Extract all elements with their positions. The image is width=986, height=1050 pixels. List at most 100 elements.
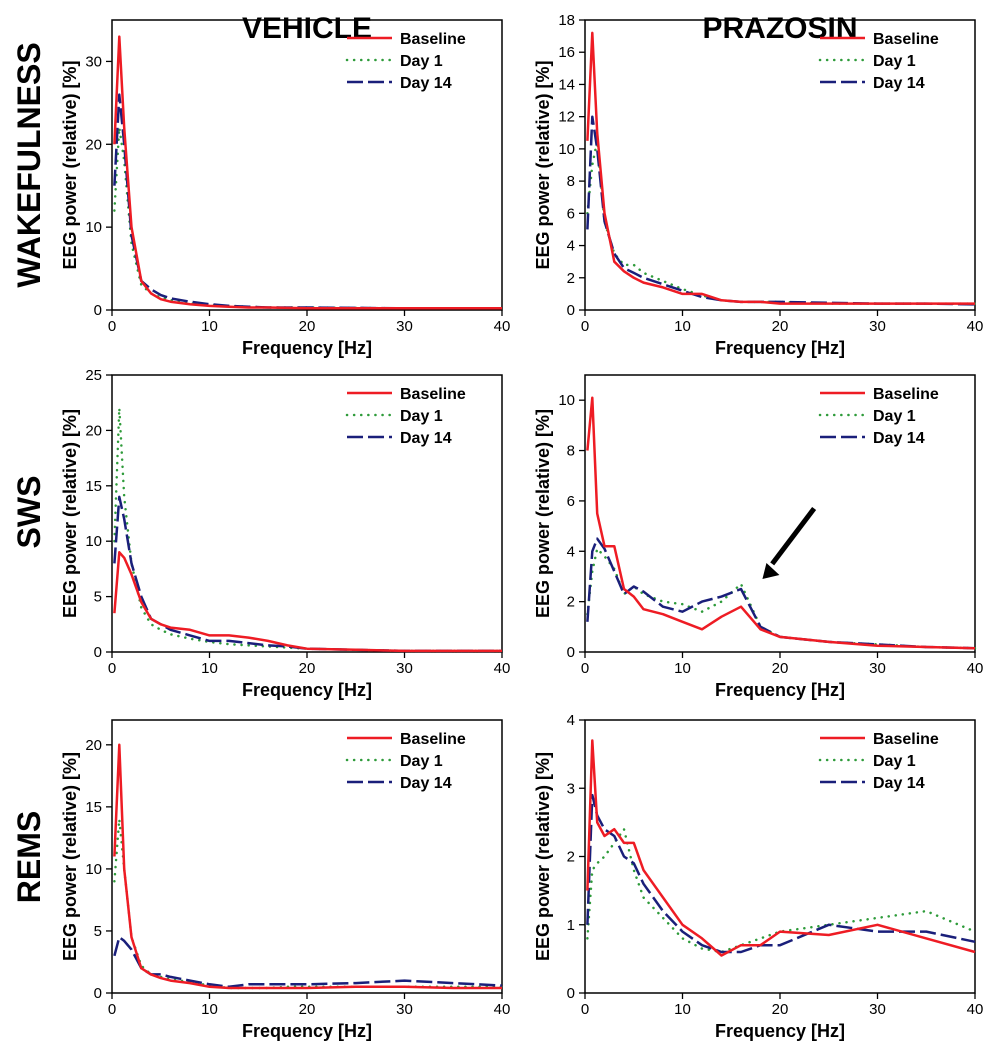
series-line-day-14 <box>586 115 976 306</box>
x-tick-label: 30 <box>869 1001 886 1018</box>
series-line-baseline <box>113 35 502 310</box>
x-tick-label: 10 <box>201 660 218 677</box>
y-tick-label: 6 <box>567 493 575 510</box>
y-tick-label: 2 <box>567 270 575 287</box>
y-tick-label: 0 <box>94 985 102 1002</box>
y-tick-label: 15 <box>85 799 102 816</box>
y-tick-label: 10 <box>558 141 575 158</box>
x-tick-label: 0 <box>581 1001 589 1018</box>
legend-label: Baseline <box>400 386 466 403</box>
legend-label: Day 1 <box>400 53 443 70</box>
y-axis-label: EEG power (relative) [%] <box>60 60 80 269</box>
x-axis-label: Frequency [Hz] <box>715 1021 845 1041</box>
plot-frame <box>584 19 976 311</box>
legend-label: Day 1 <box>400 753 443 770</box>
y-tick-label: 10 <box>85 219 102 236</box>
series-line-baseline <box>586 739 976 957</box>
series-line-day-1 <box>586 827 977 954</box>
x-tick-label: 40 <box>494 318 511 335</box>
y-tick-label: 8 <box>567 443 575 460</box>
legend-label: Baseline <box>873 386 939 403</box>
x-tick-label: 40 <box>494 1001 511 1018</box>
y-tick-label: 4 <box>567 238 575 255</box>
y-tick-label: 30 <box>85 53 102 70</box>
series-line-day-14 <box>586 793 976 954</box>
x-tick-label: 10 <box>201 318 218 335</box>
x-tick-label: 30 <box>869 318 886 335</box>
y-tick-label: 10 <box>85 861 102 878</box>
x-tick-label: 40 <box>967 660 984 677</box>
x-tick-label: 0 <box>108 318 116 335</box>
series-line-day-1 <box>113 126 504 310</box>
x-tick-label: 30 <box>396 660 413 677</box>
row-label-sws: SWS <box>11 476 47 549</box>
panel-1: 0 10 20 30 40 0 10 20 30 Frequency [Hz] EEG power … <box>60 19 511 358</box>
y-tick-label: 12 <box>558 109 575 126</box>
y-tick-label: 20 <box>85 422 102 439</box>
legend-label: Day 14 <box>873 430 925 447</box>
x-axis-label: Frequency [Hz] <box>715 338 845 358</box>
column-title-prazosin: PRAZOSIN <box>702 12 857 45</box>
legend-label: Day 1 <box>873 408 916 425</box>
y-axis-label: EEG power (relative) [%] <box>533 752 553 961</box>
series-line-day-1 <box>586 547 977 650</box>
series-line-baseline <box>586 396 976 650</box>
legend-label: Day 1 <box>873 753 916 770</box>
plot-frame <box>111 374 503 653</box>
y-tick-label: 1 <box>567 917 575 934</box>
y-tick-label: 4 <box>567 543 575 560</box>
x-tick-label: 20 <box>299 660 316 677</box>
y-tick-label: 5 <box>94 923 102 940</box>
y-tick-label: 0 <box>567 985 575 1002</box>
x-tick-label: 20 <box>299 318 316 335</box>
y-tick-label: 16 <box>558 44 575 61</box>
y-tick-label: 6 <box>567 205 575 222</box>
series-line-day-14 <box>113 93 502 310</box>
x-tick-label: 40 <box>494 660 511 677</box>
x-tick-label: 0 <box>581 318 589 335</box>
y-tick-label: 15 <box>85 478 102 495</box>
panel-5: 0 10 20 30 40 0 5 10 15 20 Frequency [Hz] EEG power… <box>60 719 511 1041</box>
x-tick-label: 30 <box>396 1001 413 1018</box>
panel-3: 0 10 20 30 40 0 5 10 15 20 25 Frequency [Hz] EEG pow… <box>60 367 510 700</box>
y-tick-label: 0 <box>94 644 102 661</box>
row-label-rems: REMS <box>11 811 47 903</box>
annotation-arrow-head <box>762 562 780 579</box>
y-axis-label: EEG power (relative) [%] <box>60 752 80 961</box>
y-tick-label: 10 <box>85 533 102 550</box>
x-tick-label: 10 <box>674 660 691 677</box>
x-tick-label: 30 <box>396 318 413 335</box>
x-tick-label: 20 <box>772 318 789 335</box>
x-tick-label: 20 <box>299 1001 316 1018</box>
plot-frame <box>111 19 503 311</box>
y-axis-label: EEG power (relative) [%] <box>533 60 553 269</box>
y-tick-label: 25 <box>85 367 102 384</box>
y-tick-label: 2 <box>567 849 575 866</box>
y-axis-label: EEG power (relative) [%] <box>60 409 80 618</box>
x-tick-label: 40 <box>967 1001 984 1018</box>
x-tick-label: 10 <box>674 1001 691 1018</box>
x-tick-label: 30 <box>869 660 886 677</box>
y-tick-label: 18 <box>558 12 575 29</box>
x-axis-label: Frequency [Hz] <box>242 338 372 358</box>
legend-label: Day 14 <box>873 75 925 92</box>
series-line-day-1 <box>113 818 504 990</box>
y-tick-label: 0 <box>567 644 575 661</box>
y-tick-label: 2 <box>567 594 575 611</box>
y-tick-label: 4 <box>567 712 575 729</box>
x-axis-label: Frequency [Hz] <box>715 680 845 700</box>
legend-label: Baseline <box>873 31 939 48</box>
row-label-wakefulness: WAKEFULNESS <box>11 42 47 287</box>
series-line-day-14 <box>113 935 503 989</box>
series-line-baseline <box>113 551 502 653</box>
y-tick-label: 3 <box>567 780 575 797</box>
legend-label: Day 14 <box>400 430 452 447</box>
y-tick-label: 10 <box>558 392 575 409</box>
legend-label: Day 14 <box>873 775 925 792</box>
panel-2: 0 10 20 30 40 0 2 4 6 8 10 12 14 16 18 Frequency [Hz] EE… <box>533 12 983 358</box>
legend-label: Baseline <box>873 731 939 748</box>
legend-label: Day 1 <box>873 53 916 70</box>
legend-label: Day 14 <box>400 75 452 92</box>
x-tick-label: 0 <box>108 660 116 677</box>
